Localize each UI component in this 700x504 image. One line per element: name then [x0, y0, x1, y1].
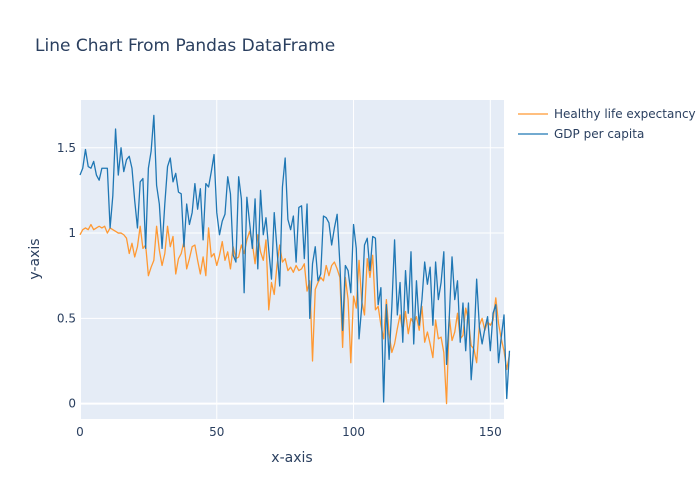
y-tick-label: 1.5 — [57, 141, 76, 155]
y-axis-title: y-axis — [27, 238, 43, 279]
x-tick-label: 0 — [76, 425, 84, 439]
y-axis-ticks: 0 0.5 1 1.5 — [57, 141, 76, 411]
series-line-healthy-life-expectancy[interactable] — [79, 223, 511, 405]
chart-title: Line Chart From Pandas DataFrame — [35, 36, 335, 56]
series-layer — [79, 114, 511, 405]
x-axis-ticks: 0 50 100 150 — [76, 425, 502, 439]
y-tick-label: 0 — [68, 397, 76, 411]
y-tick-label: 0.5 — [57, 311, 76, 325]
x-axis-title: x-axis — [271, 450, 312, 466]
legend-label[interactable]: Healthy life expectancy — [554, 107, 696, 121]
legend-label[interactable]: GDP per capita — [554, 127, 644, 141]
legend[interactable]: Healthy life expectancy GDP per capita — [518, 107, 696, 141]
y-tick-label: 1 — [68, 226, 76, 240]
x-tick-label: 150 — [479, 425, 502, 439]
x-tick-label: 50 — [209, 425, 224, 439]
x-tick-label: 100 — [342, 425, 365, 439]
gridlines — [79, 100, 504, 419]
series-line-gdp-per-capita[interactable] — [79, 114, 511, 403]
